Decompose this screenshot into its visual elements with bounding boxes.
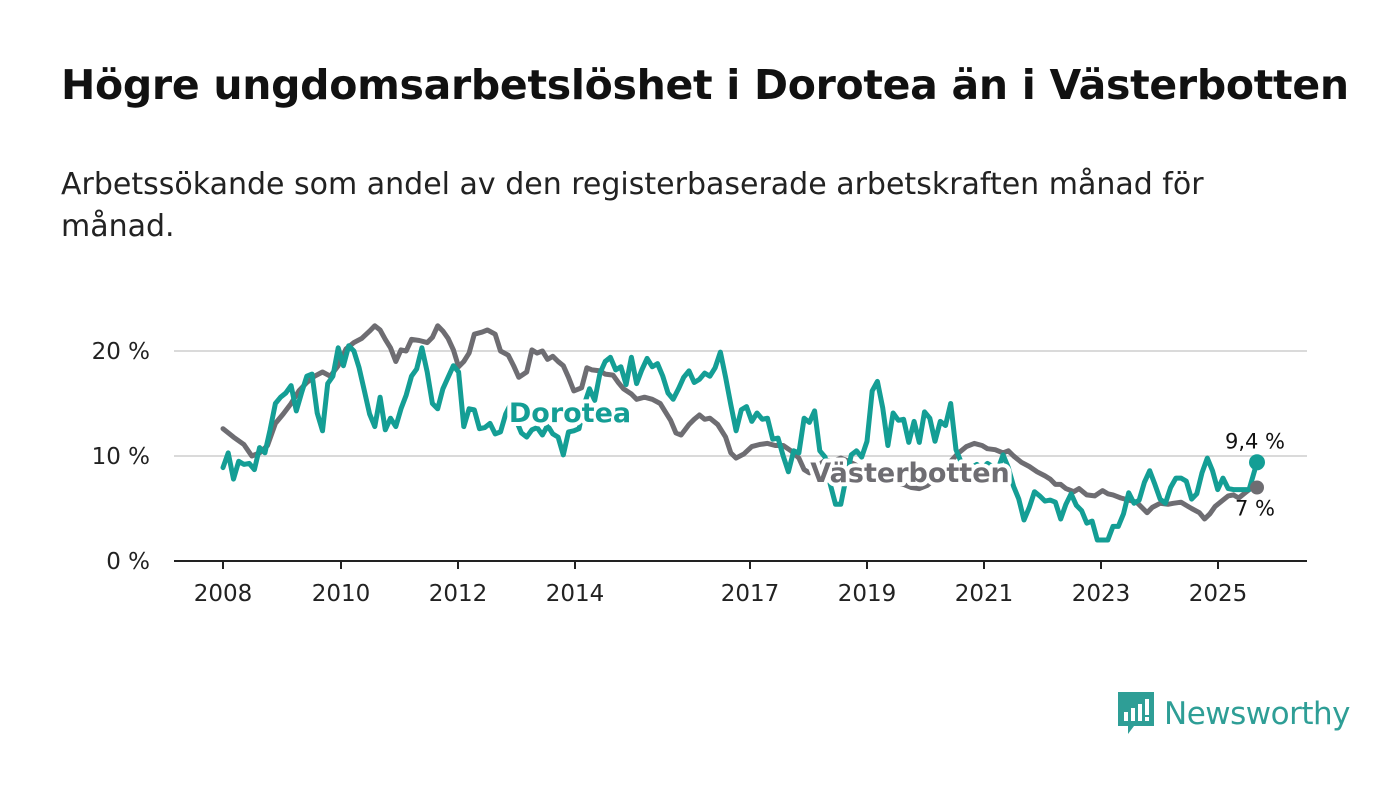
vasterbotten-end-value: 7 % <box>1235 497 1275 521</box>
x-tick-label: 2017 <box>721 581 780 607</box>
y-axis-tick-labels: 0 % 10 % 20 % <box>92 339 150 575</box>
x-tick-label: 2014 <box>546 581 605 607</box>
newsworthy-logo: Newsworthy <box>1118 690 1350 738</box>
brand-name: Newsworthy <box>1164 696 1350 732</box>
x-tick-label: 2012 <box>429 581 488 607</box>
x-tick-label: 2023 <box>1072 581 1131 607</box>
y-tick-label: 20 % <box>92 339 150 365</box>
x-tick-label: 2025 <box>1189 581 1248 607</box>
y-tick-label: 0 % <box>106 549 150 575</box>
vasterbotten-end-marker <box>1250 480 1264 495</box>
chart-subtitle: Arbetssökande som andel av den registerb… <box>61 167 1204 244</box>
dorotea-end-value: 9,4 % <box>1225 429 1285 453</box>
x-tick-label: 2008 <box>194 581 253 607</box>
x-tick-label: 2010 <box>312 581 371 607</box>
y-tick-label: 10 % <box>92 444 150 470</box>
dorotea-end-marker <box>1249 454 1265 471</box>
newsworthy-bar-chart-icon <box>1118 692 1154 734</box>
series-lines <box>220 323 1260 543</box>
series-line-dorotea <box>220 343 1260 543</box>
dorotea-series-label: Dorotea <box>509 398 631 429</box>
series-labels: 9,4 % 7 % Dorotea Västerbotten <box>505 394 1285 521</box>
vasterbotten-series-label: Västerbotten <box>810 458 1009 489</box>
x-axis: 2008 2010 2012 2014 2017 2019 2021 2023 2025 <box>174 560 1307 607</box>
series-line-vsterbotten <box>220 323 1260 522</box>
x-tick-label: 2019 <box>838 581 897 607</box>
chart-title: Högre ungdomsarbetslöshet i Dorotea än i… <box>61 61 1349 109</box>
x-tick-label: 2021 <box>955 581 1014 607</box>
